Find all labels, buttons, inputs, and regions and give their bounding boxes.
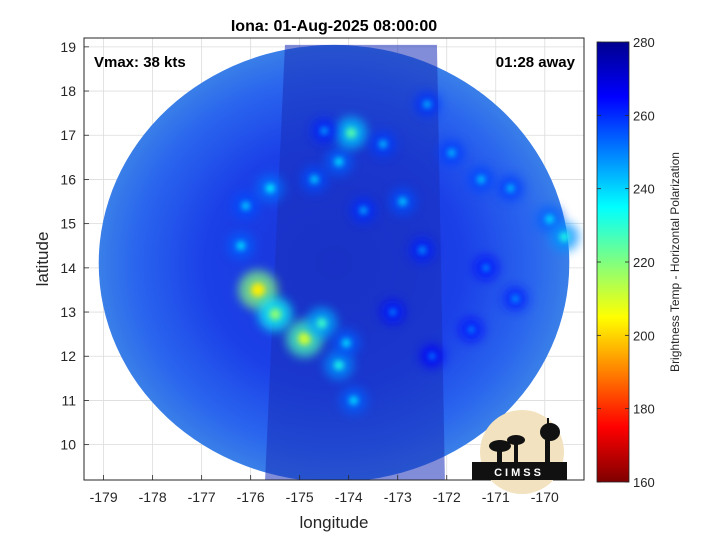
cold-feature-core <box>482 264 490 272</box>
x-tick-label: -178 <box>139 489 167 505</box>
colorbar-tick-label: 280 <box>633 35 655 50</box>
cold-feature-core <box>389 308 397 316</box>
x-axis-ticks: -179 -178 -177 -176 -175 -174 -173 -172 -171 -170 <box>90 475 559 505</box>
x-tick-label: -172 <box>433 489 461 505</box>
x-tick-label: -171 <box>482 489 510 505</box>
cold-feature-core <box>316 317 327 329</box>
colorbar-tick-label: 180 <box>633 402 655 417</box>
y-tick-label: 11 <box>61 392 76 408</box>
logo-disc <box>480 410 564 494</box>
cold-feature-core <box>269 308 282 321</box>
y-tick-label: 12 <box>60 348 76 364</box>
cimss-logo: CIMSS <box>472 410 567 494</box>
y-axis-ticks: 10 11 12 13 14 15 16 17 18 19 <box>60 39 89 453</box>
y-tick-label: 15 <box>60 216 76 232</box>
cold-feature-core <box>349 396 358 405</box>
cold-feature-core <box>334 157 344 167</box>
cold-feature-core <box>428 352 436 360</box>
cold-feature-core <box>506 184 515 193</box>
cold-feature-core <box>359 206 368 215</box>
cold-cloud-features <box>227 91 580 415</box>
colorbar-tick-label: 240 <box>633 182 655 197</box>
colorbar-tick-label: 220 <box>633 255 655 270</box>
cold-feature-core <box>559 232 570 242</box>
cold-feature-core <box>423 100 432 109</box>
y-tick-label: 13 <box>60 304 76 320</box>
cold-feature-core <box>447 148 456 157</box>
colorbar-ticks: 160 180 200 220 240 260 280 <box>597 35 655 490</box>
cold-feature-core <box>334 360 344 370</box>
cold-feature-core <box>345 127 357 139</box>
x-axis-label: longitude <box>299 513 368 532</box>
x-tick-label: -177 <box>188 489 216 505</box>
cold-feature-core <box>236 241 246 251</box>
cold-feature-core <box>265 183 275 193</box>
time-away-annotation: 01:28 away <box>496 54 576 71</box>
cold-feature-core <box>251 282 265 297</box>
cold-feature-core <box>378 140 388 149</box>
colorbar <box>596 41 630 483</box>
x-tick-label: -170 <box>531 489 559 505</box>
y-tick-label: 19 <box>60 39 76 55</box>
logo-text: CIMSS <box>494 467 544 479</box>
cold-feature-core <box>298 332 312 346</box>
cold-feature-core <box>320 126 329 135</box>
cold-feature-core <box>241 201 250 211</box>
cold-feature-core <box>476 175 486 184</box>
swath-seam <box>265 44 445 480</box>
cold-feature-core <box>511 295 520 303</box>
y-tick-label: 14 <box>60 260 76 276</box>
x-tick-label: -179 <box>90 489 118 505</box>
cold-feature-core <box>341 338 351 348</box>
colorbar-tick-label: 260 <box>633 108 655 123</box>
y-tick-label: 16 <box>60 171 76 187</box>
cold-feature-core <box>467 326 475 334</box>
y-tick-label: 10 <box>60 437 76 453</box>
cold-feature-core <box>418 246 426 254</box>
cold-feature-core <box>545 214 555 224</box>
chart-title: Iona: 01-Aug-2025 08:00:00 <box>231 18 437 35</box>
cold-feature-core <box>398 197 407 206</box>
plot-frame <box>83 37 585 481</box>
colorbar-tick-label: 200 <box>633 328 655 343</box>
vmax-annotation: Vmax: 38 kts <box>94 54 186 71</box>
y-tick-label: 18 <box>60 83 76 99</box>
x-tick-label: -175 <box>286 489 314 505</box>
colorbar-label: Brightness Temp - Horizontal Polarizatio… <box>668 152 682 372</box>
x-tick-label: -176 <box>237 489 265 505</box>
x-tick-label: -173 <box>384 489 412 505</box>
x-tick-label: -174 <box>335 489 363 505</box>
y-axis-label: latitude <box>33 232 52 287</box>
y-tick-label: 17 <box>60 127 76 143</box>
cold-feature-core <box>310 175 319 184</box>
colorbar-tick-label: 160 <box>633 475 655 490</box>
